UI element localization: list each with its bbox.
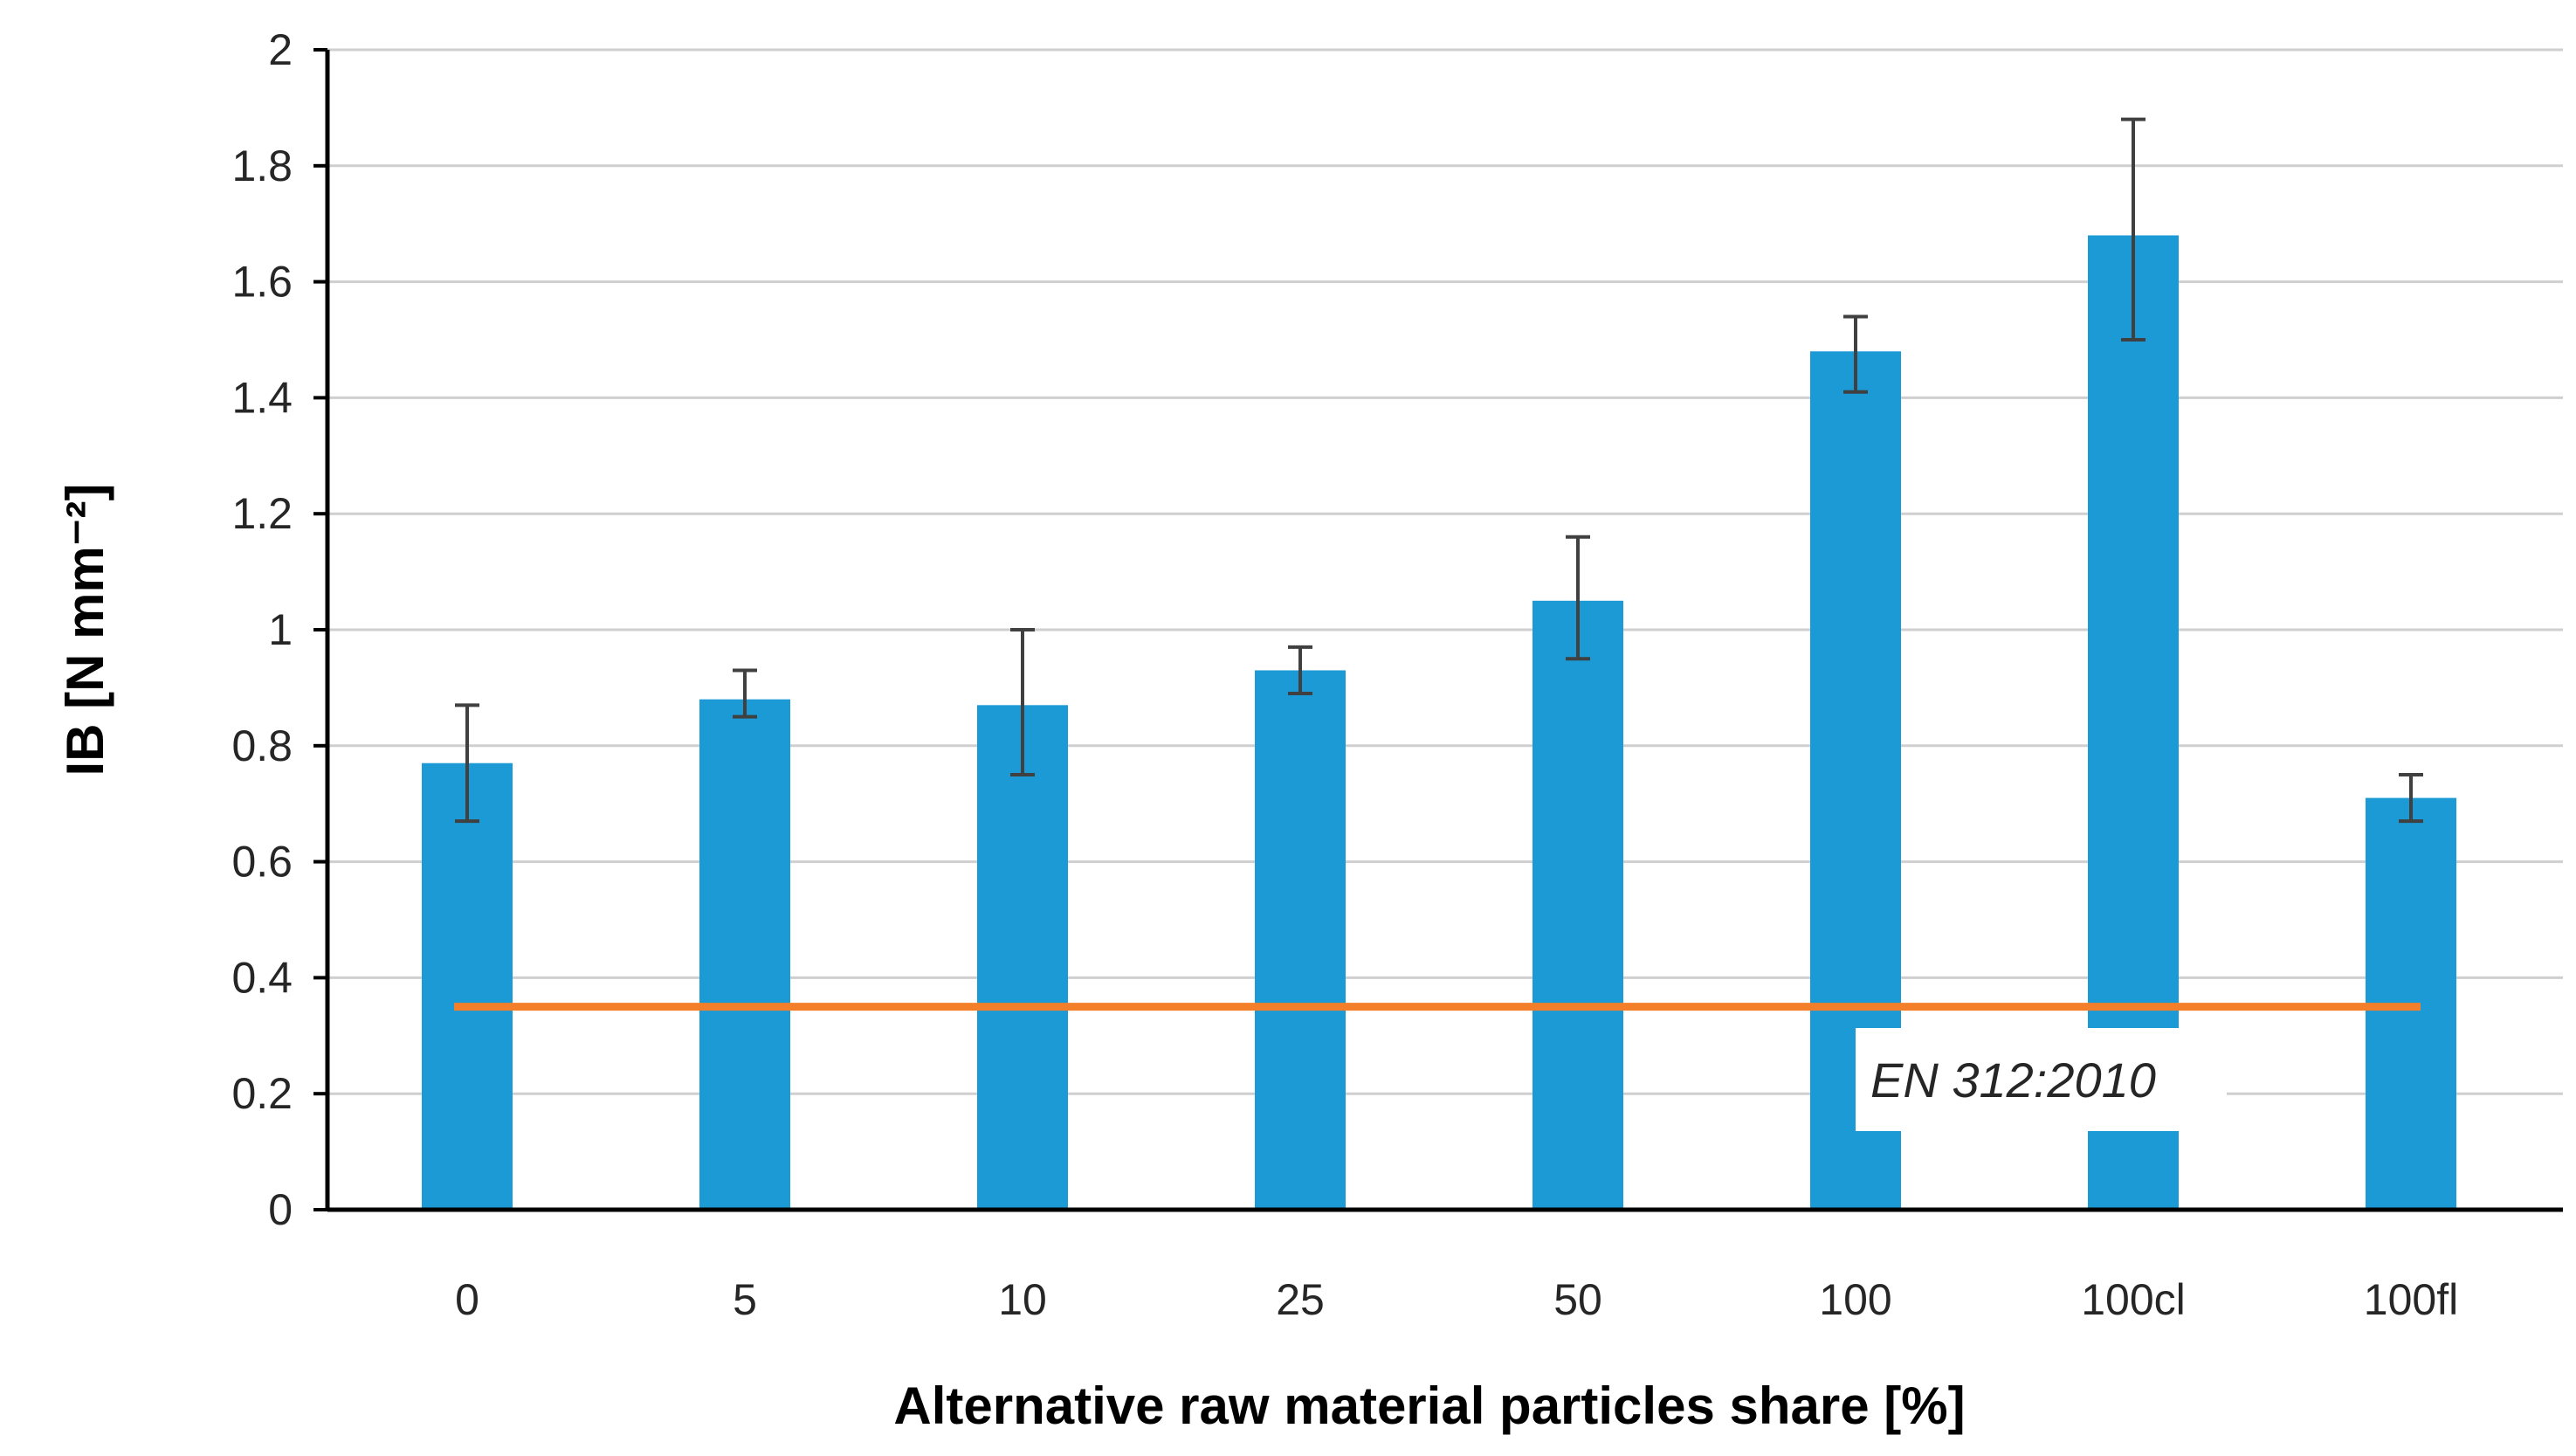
- reference-layer: EN 312:2010: [454, 1003, 2421, 1131]
- error-bar-layer: [455, 117, 2423, 824]
- x-tick-label: 0: [455, 1275, 479, 1324]
- y-tick-labels: 0 0.2 0.4 0.6 0.8 1 1.2 1.4 1.6 1.8 2: [231, 25, 293, 1234]
- y-tick-label: 0.6: [231, 838, 293, 887]
- y-tick-label: 1.6: [231, 258, 293, 307]
- y-tick-label: 0.8: [231, 721, 293, 770]
- y-tick-label: 1.4: [231, 373, 293, 422]
- x-tick-label: 5: [733, 1275, 757, 1324]
- reference-label: EN 312:2010: [1870, 1052, 2156, 1108]
- x-tick-labels: 0 5 10 25 50 100 100cl 100fl: [455, 1275, 2458, 1324]
- x-tick-label: 50: [1553, 1275, 1602, 1324]
- y-tick-label: 1.8: [231, 141, 293, 190]
- y-tick-label: 0.4: [231, 953, 293, 1002]
- axis-layer: [325, 50, 2563, 1212]
- x-tick-label: 10: [998, 1275, 1047, 1324]
- bar: [977, 705, 1068, 1210]
- x-axis-title: Alternative raw material particles share…: [893, 1377, 1965, 1435]
- y-tick-label: 0.2: [231, 1069, 293, 1118]
- y-tick-label: 2: [268, 25, 293, 74]
- reference-label-background: [1856, 1028, 2227, 1131]
- bar: [699, 699, 790, 1210]
- y-axis-title: IB [N mm⁻²]: [56, 484, 114, 776]
- bar: [422, 763, 513, 1210]
- x-tick-label: 100: [1819, 1275, 1891, 1324]
- x-tick-label: 25: [1276, 1275, 1325, 1324]
- x-tick-label: 100cl: [2081, 1275, 2186, 1324]
- x-tick-label: 100fl: [2364, 1275, 2458, 1324]
- y-tick-label: 1.2: [231, 489, 293, 538]
- y-tick-label: 0: [268, 1185, 293, 1234]
- y-tick-label: 1: [268, 605, 293, 654]
- bar: [1533, 600, 1623, 1210]
- bar: [1255, 670, 1346, 1210]
